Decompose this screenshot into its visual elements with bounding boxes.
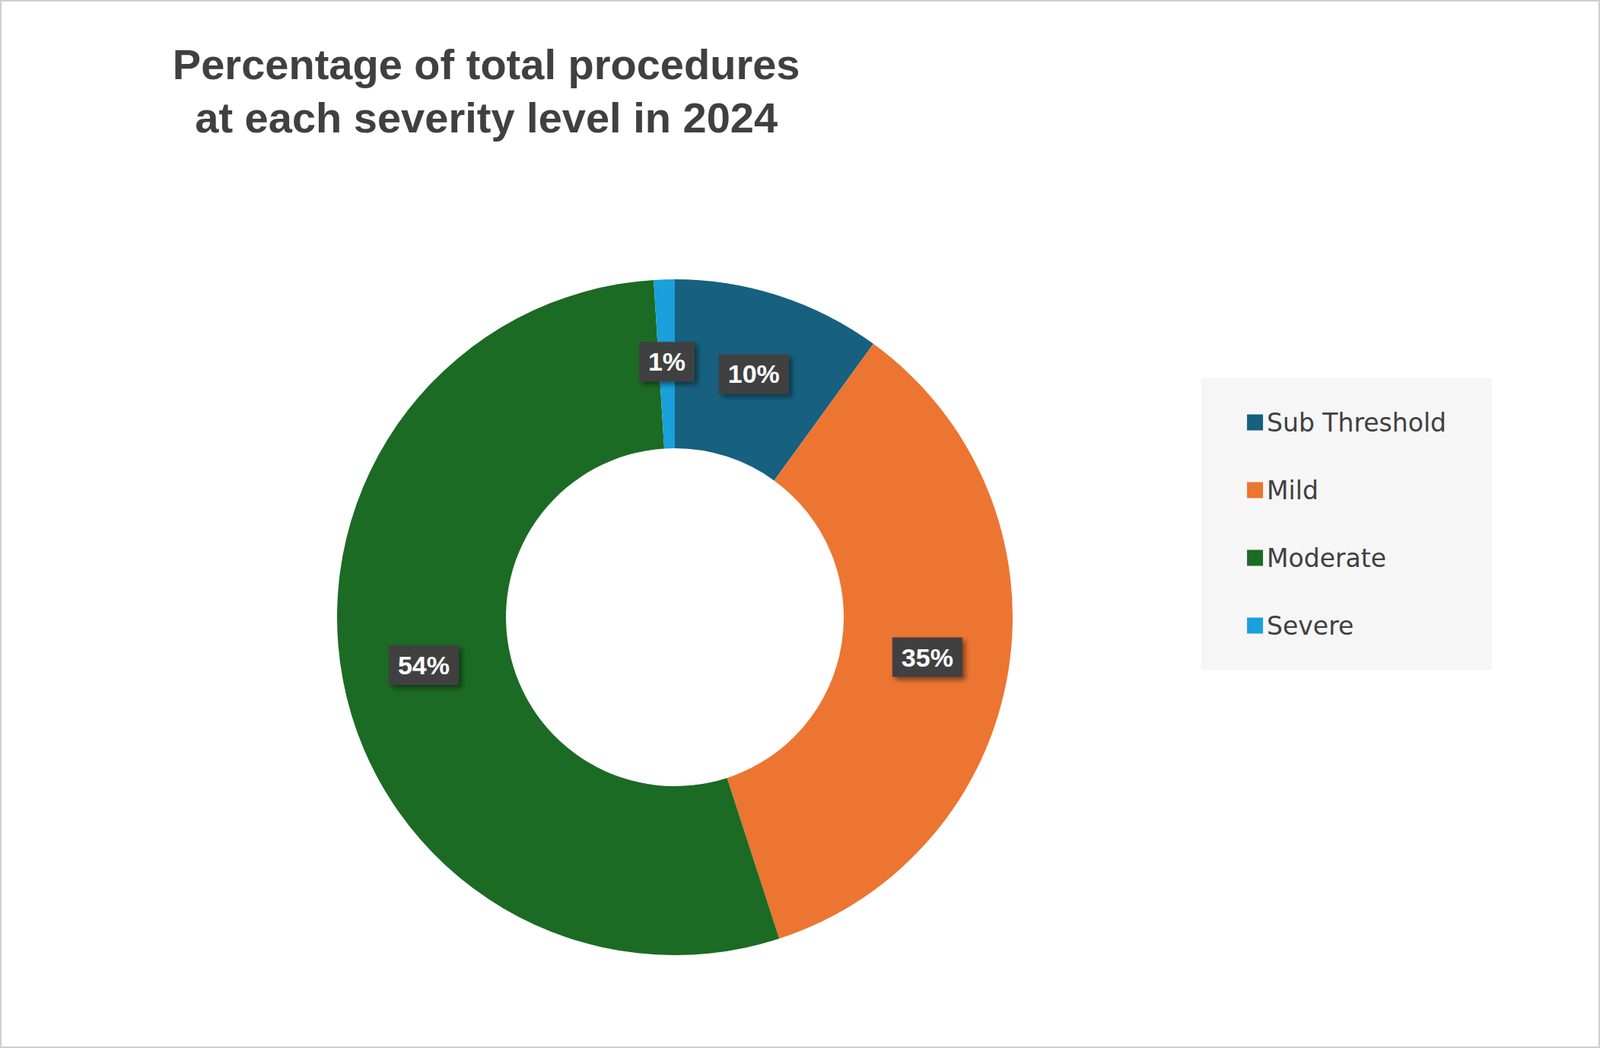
svg-text:Moderate: Moderate bbox=[1266, 543, 1387, 573]
svg-text:35%: 35% bbox=[901, 642, 954, 672]
svg-text:54%: 54% bbox=[397, 650, 450, 680]
svg-text:Sub Threshold: Sub Threshold bbox=[1266, 407, 1447, 438]
svg-text:Mild: Mild bbox=[1266, 475, 1319, 506]
svg-text:Percentage of total procedures: Percentage of total procedures bbox=[172, 40, 801, 89]
svg-text:Severe: Severe bbox=[1266, 610, 1354, 641]
svg-text:at each severity level in 2024: at each severity level in 2024 bbox=[194, 93, 778, 142]
svg-text:10%: 10% bbox=[728, 359, 780, 389]
svg-text:1%: 1% bbox=[648, 346, 686, 376]
